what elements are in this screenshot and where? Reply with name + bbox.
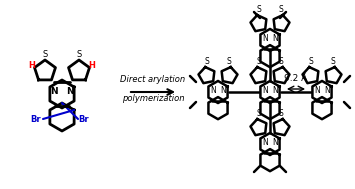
Text: N: N bbox=[272, 34, 278, 43]
Text: N: N bbox=[272, 138, 278, 147]
Text: N: N bbox=[262, 34, 268, 43]
Text: S: S bbox=[257, 5, 261, 14]
Text: S: S bbox=[257, 57, 261, 66]
Text: S: S bbox=[257, 109, 261, 118]
Text: S: S bbox=[42, 50, 48, 59]
Text: S: S bbox=[279, 57, 283, 66]
Text: S: S bbox=[279, 109, 283, 118]
Text: Direct arylation: Direct arylation bbox=[120, 75, 186, 84]
Text: N: N bbox=[272, 86, 278, 95]
Text: 9.2 Å: 9.2 Å bbox=[284, 74, 308, 83]
Text: N: N bbox=[262, 138, 268, 147]
Text: H: H bbox=[88, 61, 95, 70]
Text: S: S bbox=[308, 57, 313, 66]
Text: Br: Br bbox=[31, 115, 41, 123]
Text: S: S bbox=[204, 57, 209, 66]
Text: N: N bbox=[324, 86, 330, 95]
Text: Br: Br bbox=[78, 115, 89, 123]
Text: N: N bbox=[314, 86, 320, 95]
Text: N: N bbox=[262, 86, 268, 95]
Text: S: S bbox=[331, 57, 335, 66]
Text: S: S bbox=[279, 5, 283, 14]
Text: polymerization: polymerization bbox=[122, 94, 184, 103]
Text: N: N bbox=[67, 87, 74, 95]
Text: S: S bbox=[227, 57, 231, 66]
Text: S: S bbox=[76, 50, 82, 59]
Text: N: N bbox=[50, 87, 58, 95]
Text: N: N bbox=[210, 86, 216, 95]
Text: H: H bbox=[28, 61, 36, 70]
Text: N: N bbox=[220, 86, 226, 95]
